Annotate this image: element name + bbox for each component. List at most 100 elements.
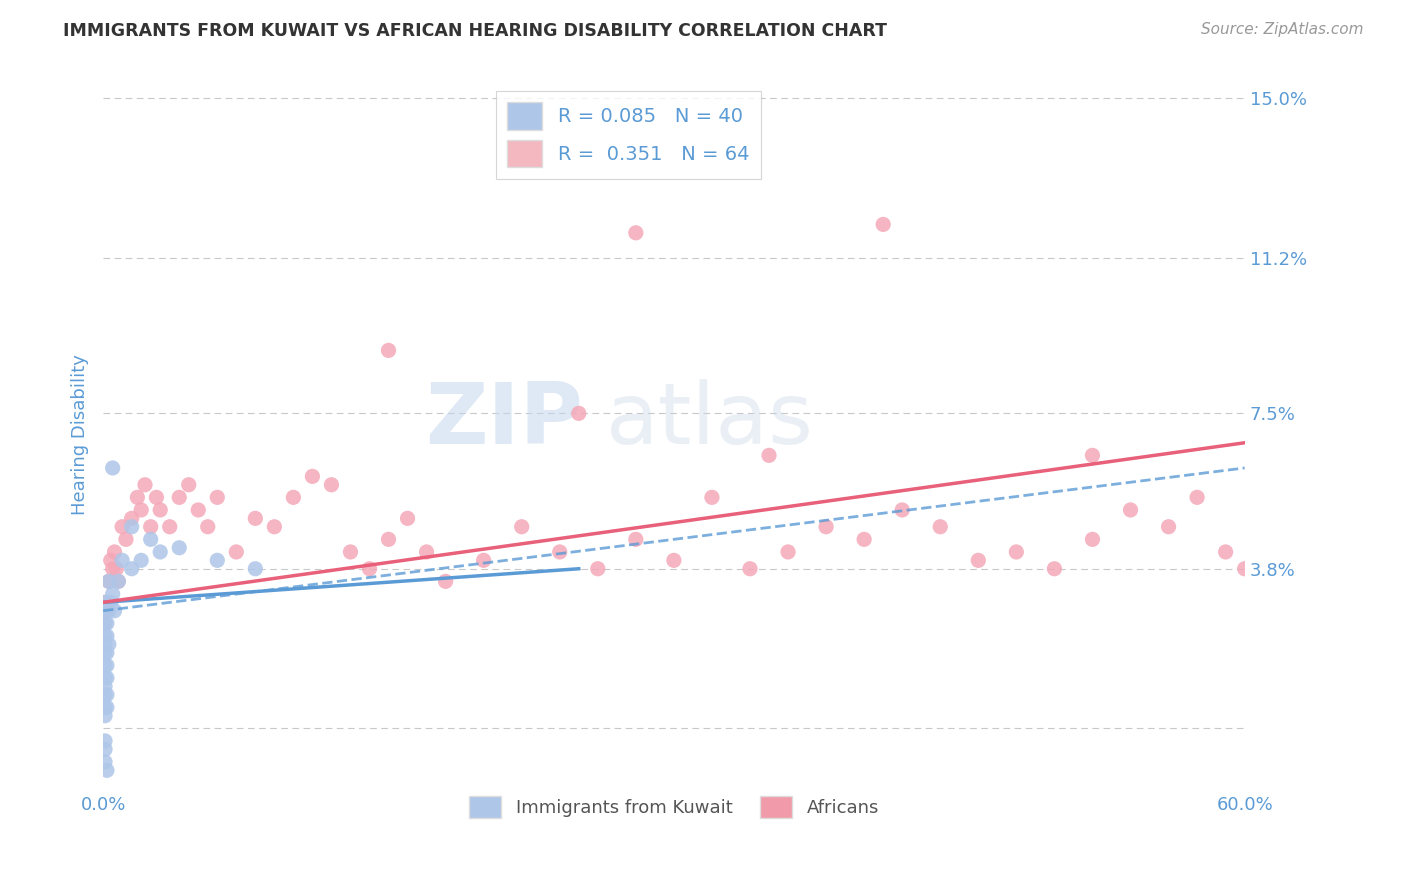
Point	[134, 477, 156, 491]
Text: Source: ZipAtlas.com: Source: ZipAtlas.com	[1201, 22, 1364, 37]
Point	[738, 562, 761, 576]
Point	[121, 520, 143, 534]
Point	[207, 553, 229, 567]
Point	[1119, 503, 1142, 517]
Point	[159, 520, 181, 534]
Point	[94, 679, 117, 693]
Text: IMMIGRANTS FROM KUWAIT VS AFRICAN HEARING DISABILITY CORRELATION CHART: IMMIGRANTS FROM KUWAIT VS AFRICAN HEARIN…	[63, 22, 887, 40]
Point	[94, 742, 117, 756]
Point	[624, 226, 647, 240]
Point	[586, 562, 609, 576]
Point	[758, 448, 780, 462]
Point	[121, 562, 143, 576]
Point	[624, 533, 647, 547]
Point	[187, 503, 209, 517]
Point	[94, 637, 117, 651]
Point	[434, 574, 457, 589]
Point	[700, 491, 723, 505]
Point	[107, 574, 129, 589]
Point	[776, 545, 799, 559]
Point	[510, 520, 533, 534]
Point	[96, 616, 118, 631]
Point	[100, 595, 122, 609]
Point	[263, 520, 285, 534]
Point	[815, 520, 838, 534]
Legend: Immigrants from Kuwait, Africans: Immigrants from Kuwait, Africans	[461, 789, 886, 825]
Point	[396, 511, 419, 525]
Point	[1233, 562, 1256, 576]
Point	[94, 604, 117, 618]
Point	[94, 708, 117, 723]
Point	[96, 688, 118, 702]
Point	[1215, 545, 1237, 559]
Point	[139, 520, 162, 534]
Point	[225, 545, 247, 559]
Point	[149, 503, 172, 517]
Point	[101, 461, 124, 475]
Point	[377, 533, 399, 547]
Point	[96, 700, 118, 714]
Point	[107, 574, 129, 589]
Point	[301, 469, 323, 483]
Point	[94, 595, 117, 609]
Point	[115, 533, 138, 547]
Point	[105, 562, 128, 576]
Point	[100, 553, 122, 567]
Point	[94, 658, 117, 673]
Point	[94, 616, 117, 631]
Point	[97, 604, 120, 618]
Point	[103, 545, 125, 559]
Point	[929, 520, 952, 534]
Point	[129, 553, 152, 567]
Point	[121, 511, 143, 525]
Text: ZIP: ZIP	[425, 378, 582, 461]
Point	[339, 545, 361, 559]
Point	[377, 343, 399, 358]
Point	[1005, 545, 1028, 559]
Point	[96, 671, 118, 685]
Point	[853, 533, 876, 547]
Point	[359, 562, 381, 576]
Point	[94, 646, 117, 660]
Point	[101, 587, 124, 601]
Point	[1157, 520, 1180, 534]
Point	[94, 700, 117, 714]
Point	[245, 562, 267, 576]
Point	[94, 595, 117, 609]
Point	[321, 477, 343, 491]
Y-axis label: Hearing Disability: Hearing Disability	[72, 354, 89, 515]
Point	[111, 553, 134, 567]
Point	[283, 491, 305, 505]
Point	[94, 629, 117, 643]
Point	[96, 646, 118, 660]
Point	[548, 545, 571, 559]
Point	[94, 688, 117, 702]
Point	[101, 562, 124, 576]
Point	[472, 553, 495, 567]
Point	[94, 755, 117, 769]
Point	[129, 503, 152, 517]
Point	[197, 520, 219, 534]
Point	[967, 553, 990, 567]
Point	[1081, 533, 1104, 547]
Point	[872, 218, 894, 232]
Point	[167, 541, 190, 555]
Point	[94, 671, 117, 685]
Point	[662, 553, 685, 567]
Point	[1185, 491, 1208, 505]
Point	[97, 574, 120, 589]
Point	[96, 604, 118, 618]
Point	[94, 734, 117, 748]
Point	[1081, 448, 1104, 462]
Point	[145, 491, 167, 505]
Point	[103, 604, 125, 618]
Point	[94, 616, 117, 631]
Point	[167, 491, 190, 505]
Point	[127, 491, 149, 505]
Point	[139, 533, 162, 547]
Point	[415, 545, 437, 559]
Point	[177, 477, 200, 491]
Point	[97, 637, 120, 651]
Point	[97, 574, 120, 589]
Point	[245, 511, 267, 525]
